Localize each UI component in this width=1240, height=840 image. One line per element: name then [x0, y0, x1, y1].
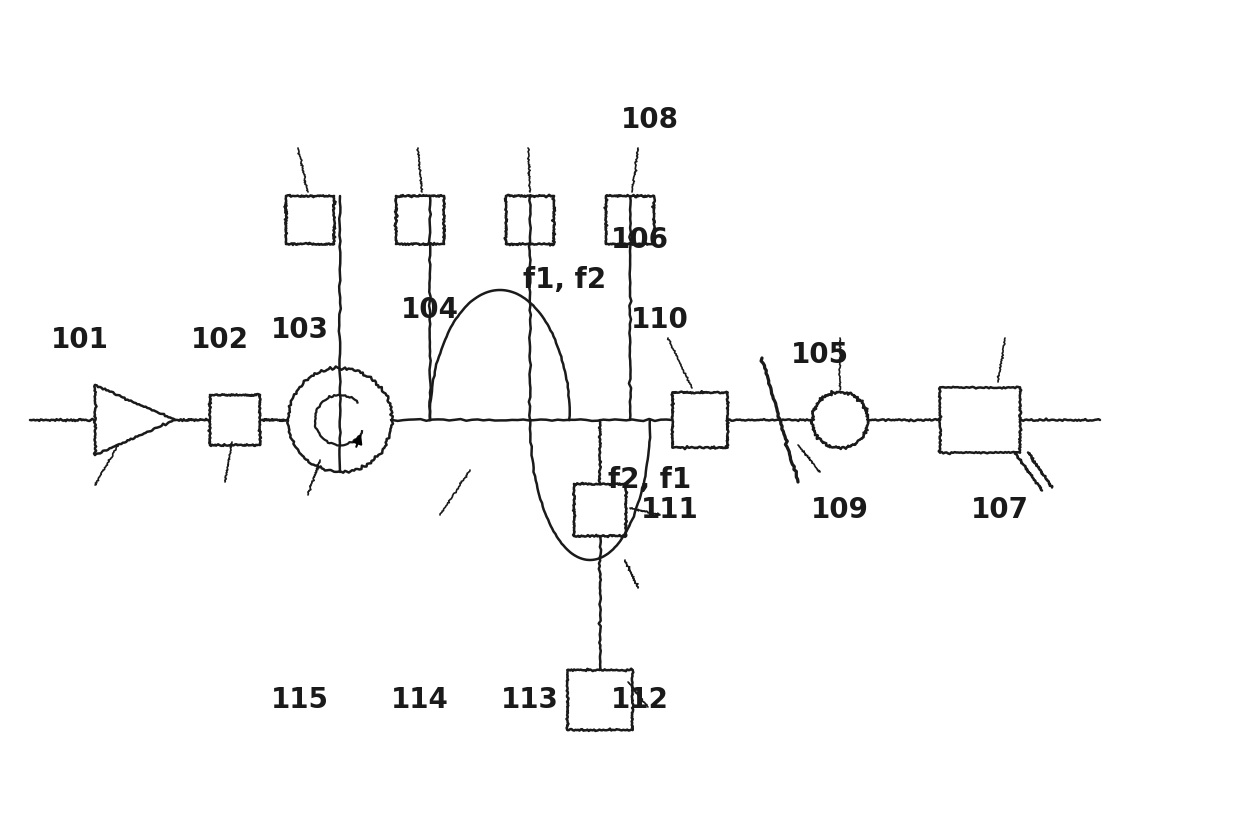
Text: 115: 115: [272, 686, 329, 714]
Text: f2, f1: f2, f1: [609, 466, 692, 494]
Text: 108: 108: [621, 106, 680, 134]
Text: 104: 104: [401, 296, 459, 324]
Text: 109: 109: [811, 496, 869, 524]
Text: 113: 113: [501, 686, 559, 714]
Text: 112: 112: [611, 686, 668, 714]
Text: 101: 101: [51, 326, 109, 354]
Text: 106: 106: [611, 226, 670, 254]
Text: 114: 114: [391, 686, 449, 714]
Text: 107: 107: [971, 496, 1029, 524]
Text: f1, f2: f1, f2: [523, 266, 606, 294]
Text: 110: 110: [631, 306, 689, 334]
Text: 102: 102: [191, 326, 249, 354]
Text: 111: 111: [641, 496, 699, 524]
Text: 105: 105: [791, 341, 849, 369]
Text: 103: 103: [272, 316, 329, 344]
